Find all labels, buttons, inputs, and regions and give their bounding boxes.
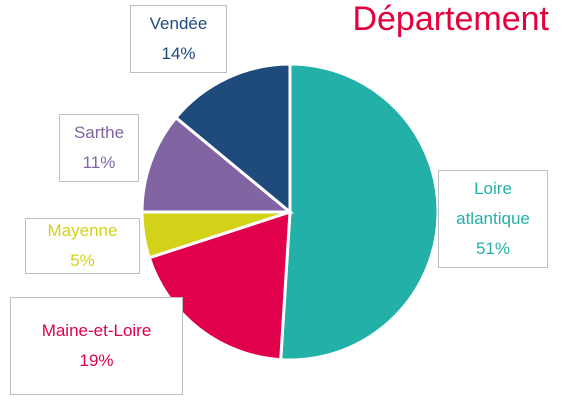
data-label: Sarthe 11% xyxy=(59,114,139,182)
pie-slice xyxy=(140,115,295,214)
data-label: Loire atlantique 51% xyxy=(438,170,548,268)
label-name: Sarthe xyxy=(73,123,125,142)
data-label: Mayenne 5% xyxy=(25,218,140,274)
label-name: Mayenne xyxy=(47,221,118,240)
pie-slice xyxy=(147,209,292,362)
label-value: 19% xyxy=(79,351,114,370)
pie-slice xyxy=(279,62,440,362)
label-value: 11% xyxy=(82,153,116,172)
label-value: 51% xyxy=(475,239,511,258)
label-value: 14% xyxy=(161,44,196,63)
label-name: Maine-et-Loire xyxy=(41,321,152,340)
label-value: 5% xyxy=(70,251,95,270)
data-label: Vendée 14% xyxy=(130,5,227,73)
chart-title: Département xyxy=(352,0,549,38)
pie-slice xyxy=(173,62,292,216)
label-name: Vendée xyxy=(149,14,208,33)
label-name: Loire atlantique xyxy=(456,179,530,228)
data-label: Maine-et-Loire 19% xyxy=(10,297,183,395)
